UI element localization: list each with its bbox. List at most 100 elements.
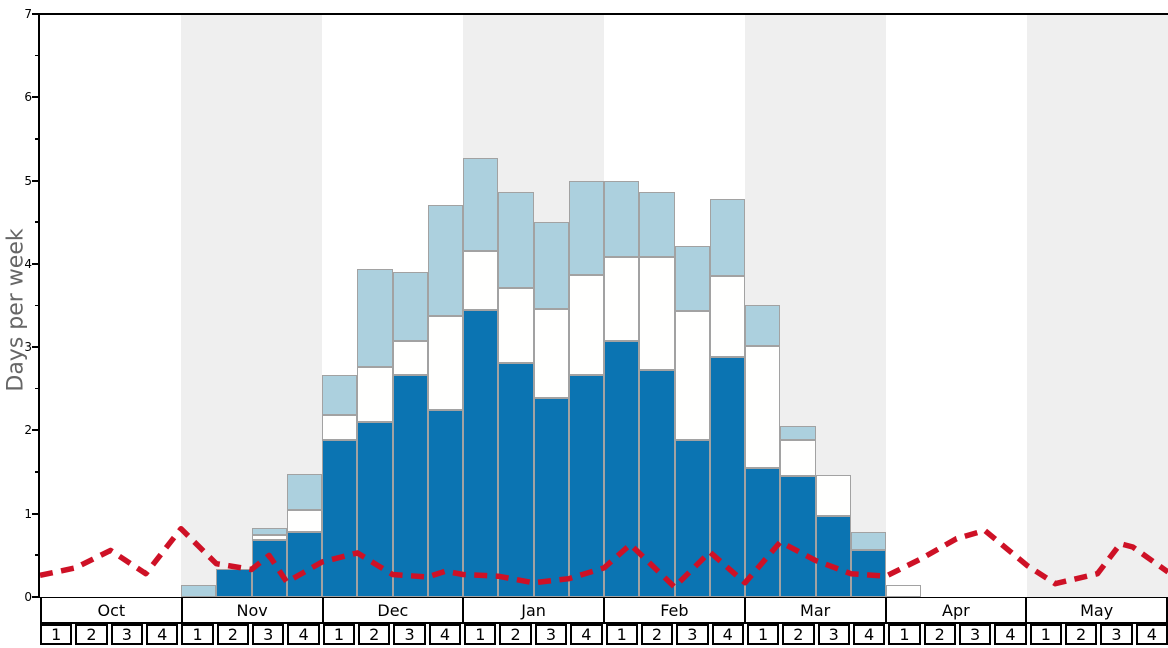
bar-segment-dark <box>322 439 358 597</box>
month-cell-oct: Oct <box>40 598 181 622</box>
bar-segment-light <box>568 180 604 275</box>
bar-segment-dark <box>568 374 604 597</box>
month-cell-dec: Dec <box>321 598 463 622</box>
week-cell: 1 <box>888 624 921 645</box>
week-cell: 2 <box>640 624 674 645</box>
bar-segment-dark <box>251 539 287 597</box>
red-dashed-polyline <box>40 525 1168 590</box>
bar-segment-dark <box>427 409 463 597</box>
month-cell-nov: Nov <box>180 598 322 622</box>
week-cell: 4 <box>287 624 320 645</box>
bar-segment-light <box>498 192 534 288</box>
red-dashed-trend-line <box>40 525 1168 590</box>
bar-segment-light <box>392 272 428 342</box>
bar-segment-light <box>639 192 675 258</box>
y-tick-label: 0 <box>24 590 32 604</box>
y-major-tick <box>32 262 40 265</box>
bar-segment-light <box>850 532 886 551</box>
week-cell: 3 <box>110 624 144 645</box>
bar-segment-dark <box>463 309 499 597</box>
y-major-tick <box>32 96 40 99</box>
bar-segment-white <box>604 257 640 342</box>
week-cell: 4 <box>146 624 179 645</box>
y-major-tick <box>32 13 40 15</box>
bar-segment-light <box>427 204 463 316</box>
month-cell-apr: Apr <box>884 598 1026 622</box>
y-axis-title: Days per week <box>3 228 29 392</box>
bar-segment-dark <box>392 374 428 597</box>
bar-segment-dark <box>533 397 569 597</box>
month-cell-may: May <box>1025 598 1166 622</box>
y-major-tick <box>32 596 40 598</box>
y-minor-tick <box>35 554 40 556</box>
y-minor-tick <box>35 54 40 57</box>
bar-segment-white <box>322 414 358 440</box>
week-cell: 4 <box>1135 624 1168 645</box>
week-cell: 4 <box>852 624 886 645</box>
y-major-tick <box>32 429 40 432</box>
month-cell-mar: Mar <box>743 598 885 622</box>
bar-segment-white <box>463 250 499 310</box>
week-cell: 1 <box>1029 624 1062 645</box>
bar-segment-dark <box>498 363 534 597</box>
bar-segment-white <box>568 274 604 375</box>
y-minor-tick <box>35 221 40 223</box>
week-cell: 3 <box>676 624 709 645</box>
y-tick-label: 4 <box>24 256 32 271</box>
bar-segment-dark <box>674 440 710 597</box>
month-cell-feb: Feb <box>603 598 744 622</box>
bar-segment-light <box>674 245 710 311</box>
week-cell: 2 <box>923 624 956 645</box>
week-cell: 4 <box>711 624 744 645</box>
week-cell: 3 <box>393 624 426 645</box>
y-tick-label: 6 <box>24 90 32 105</box>
bar-segment-dark <box>815 516 851 597</box>
week-cell: 3 <box>1100 624 1133 645</box>
bar-segment-white <box>780 439 816 477</box>
plot-area <box>40 14 1168 597</box>
bar-segment-white <box>886 585 922 597</box>
bar-segment-light <box>286 473 322 511</box>
bar-segment-light <box>533 222 569 309</box>
month-band-may <box>1027 14 1168 597</box>
y-tick-label: 7 <box>24 7 32 21</box>
week-cell: 2 <box>782 624 815 645</box>
bar-segment-white <box>639 257 675 370</box>
month-row: Oct Nov Dec Jan Feb Mar Apr May <box>40 597 1168 624</box>
bar-segment-light <box>604 181 640 258</box>
top-spine <box>38 13 1168 15</box>
bar-segment-light <box>322 374 358 415</box>
bar-segment-white <box>286 510 322 532</box>
bar-segment-light <box>357 268 393 368</box>
y-minor-tick <box>35 387 40 390</box>
week-cell: 3 <box>252 624 285 645</box>
week-cell: 1 <box>605 624 638 645</box>
week-cell: 1 <box>181 624 214 645</box>
bar-segment-white <box>427 315 463 410</box>
week-cell: 1 <box>464 624 497 645</box>
week-cell: 3 <box>958 624 992 645</box>
bar-segment-light <box>709 198 745 276</box>
bar-segment-white <box>392 341 428 375</box>
bar-segment-white <box>709 275 745 358</box>
bar-segment-white <box>533 308 569 398</box>
bar-segment-dark <box>357 422 393 597</box>
bar-segment-white <box>745 345 781 468</box>
week-cell: 3 <box>817 624 850 645</box>
bar-segment-white <box>674 310 710 441</box>
week-cell: 2 <box>216 624 250 645</box>
month-cell-jan: Jan <box>462 598 603 622</box>
bar-segment-white <box>357 367 393 423</box>
bar-segment-white <box>498 288 534 363</box>
bar-segment-dark <box>709 357 745 597</box>
week-cell: 4 <box>994 624 1027 645</box>
week-cell: 2 <box>499 624 532 645</box>
week-cell: 4 <box>428 624 462 645</box>
y-tick-label: 1 <box>24 506 32 521</box>
y-major-tick <box>32 179 40 182</box>
week-cell: 4 <box>570 624 603 645</box>
y-tick-label: 2 <box>24 423 32 438</box>
week-cell: 1 <box>40 624 73 645</box>
